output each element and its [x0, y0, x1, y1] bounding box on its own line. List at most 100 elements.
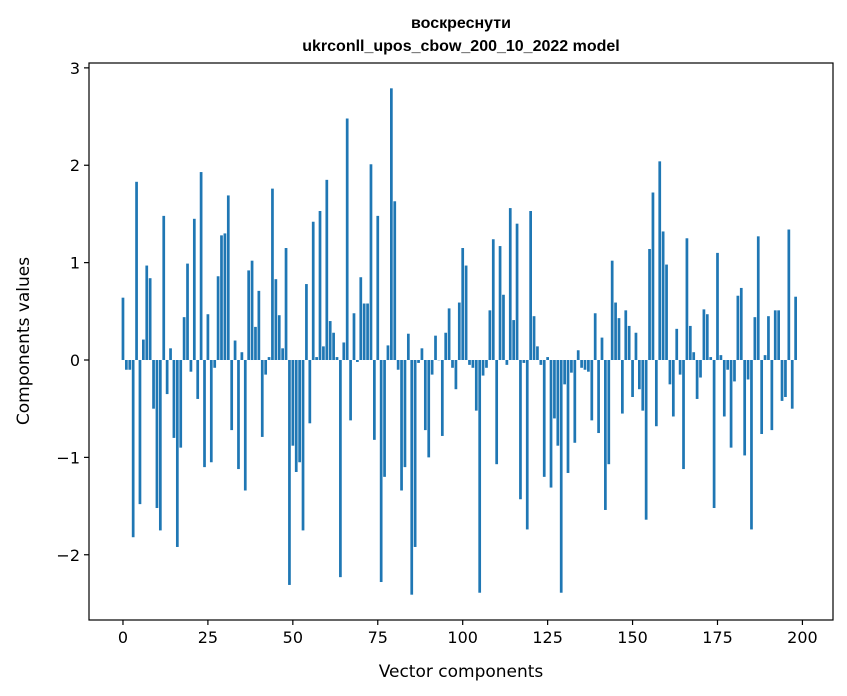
bar — [688, 325, 692, 360]
bar — [505, 360, 509, 365]
bar — [128, 360, 132, 370]
bar — [515, 223, 519, 360]
x-tick-label: 25 — [198, 628, 218, 647]
bar — [773, 310, 777, 360]
x-tick-label: 175 — [702, 628, 733, 647]
bar — [566, 360, 570, 473]
bar — [570, 360, 573, 373]
bar — [519, 360, 522, 500]
y-axis-label: Components values — [14, 257, 34, 425]
bar — [158, 360, 162, 531]
bar — [172, 360, 176, 438]
bar — [121, 297, 125, 360]
bar — [335, 357, 339, 360]
bar — [722, 360, 726, 417]
x-tick-label: 150 — [617, 628, 648, 647]
bar — [203, 360, 206, 468]
bar — [233, 340, 237, 361]
bar — [274, 279, 278, 360]
bar — [359, 277, 363, 360]
bar — [257, 290, 261, 360]
bar — [532, 316, 536, 360]
bar — [573, 360, 577, 443]
bar — [339, 360, 342, 578]
bar — [152, 360, 155, 409]
y-tick-label: 3 — [70, 59, 80, 78]
bar — [529, 211, 532, 360]
bar — [298, 360, 301, 463]
bar — [135, 181, 138, 360]
bar — [692, 352, 696, 360]
bar — [675, 328, 679, 360]
bar — [288, 360, 291, 585]
bar — [508, 208, 512, 360]
bar — [536, 346, 539, 360]
bar — [423, 360, 427, 431]
x-tick-label: 50 — [283, 628, 303, 647]
bar — [559, 360, 563, 593]
bar — [294, 360, 298, 472]
bar — [488, 310, 492, 360]
x-tick-label: 0 — [118, 628, 128, 647]
bar — [464, 265, 468, 361]
bar — [328, 321, 332, 360]
bar — [746, 360, 750, 380]
bar — [223, 233, 227, 360]
bar — [468, 360, 471, 365]
bar — [794, 296, 797, 361]
bar — [142, 339, 145, 360]
bar — [491, 239, 495, 360]
bar — [186, 263, 189, 360]
bar — [447, 308, 451, 360]
bar — [471, 360, 475, 368]
bar — [597, 360, 600, 434]
bar — [349, 360, 352, 421]
bar — [756, 236, 760, 360]
bar — [624, 310, 628, 360]
x-axis-label: Vector components — [379, 662, 544, 682]
bar — [481, 360, 485, 376]
bar — [169, 348, 172, 361]
y-tick-label: 1 — [70, 254, 80, 273]
bar — [199, 172, 203, 360]
bar — [420, 348, 424, 361]
bar — [440, 360, 444, 436]
bar — [549, 360, 553, 488]
bar — [332, 332, 335, 361]
bar — [444, 332, 448, 361]
bar — [206, 314, 210, 360]
bar — [600, 337, 604, 360]
bar — [627, 325, 631, 360]
bar — [576, 350, 580, 360]
bar — [356, 360, 359, 362]
bar — [271, 188, 274, 360]
bar — [457, 302, 461, 360]
bar — [590, 360, 594, 421]
bar — [716, 252, 719, 361]
bar — [556, 360, 560, 446]
bar — [763, 355, 767, 360]
bar — [733, 360, 736, 382]
bar — [315, 357, 318, 360]
bar — [668, 360, 672, 385]
bar — [148, 278, 152, 360]
bar — [400, 360, 403, 491]
bar — [345, 118, 349, 361]
y-tick-label: −2 — [56, 546, 80, 565]
bar — [162, 215, 166, 360]
bar — [430, 360, 434, 375]
bar — [743, 360, 747, 456]
bar — [474, 360, 478, 411]
bar — [318, 211, 322, 360]
bar — [583, 360, 587, 370]
bar — [192, 218, 196, 360]
bar — [485, 360, 488, 368]
bar — [648, 248, 651, 360]
bar — [196, 360, 200, 399]
bar — [125, 360, 128, 370]
bar — [386, 345, 390, 361]
bar — [254, 326, 257, 360]
bar — [695, 360, 699, 399]
